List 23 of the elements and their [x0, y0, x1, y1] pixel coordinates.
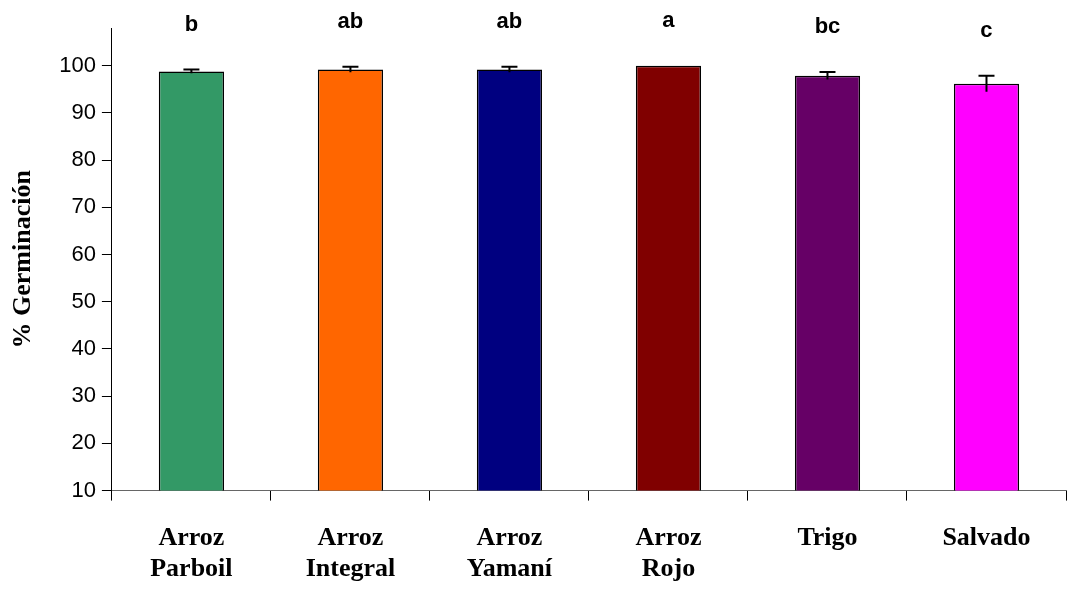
- y-tick-label: 50: [71, 287, 96, 313]
- y-tick-label: 80: [71, 146, 96, 172]
- y-tick-label: 30: [71, 382, 96, 408]
- x-tick-label: Trigo: [797, 521, 858, 551]
- annotation: c: [980, 16, 993, 42]
- y-tick-label: 100: [59, 51, 96, 77]
- x-tick-label: Arroz Yamaní: [466, 521, 553, 583]
- annotation: ab: [337, 7, 364, 33]
- y-tick-label: 10: [71, 476, 96, 502]
- y-tick-label: 90: [71, 99, 96, 125]
- annotation: a: [662, 6, 676, 32]
- y-tick-label: 40: [71, 335, 96, 361]
- x-tick-label: Salvado: [942, 521, 1031, 551]
- y-axis-title: % Germinación: [7, 169, 37, 349]
- annotation: bc: [814, 12, 841, 38]
- y-tick-label: 60: [71, 240, 96, 266]
- x-tick-label: Arroz Rojo: [635, 521, 702, 583]
- y-tick-label: 20: [71, 429, 96, 455]
- x-tick-label: Arroz Integral: [305, 521, 396, 583]
- annotation: ab: [496, 7, 523, 33]
- y-tick-label: 70: [71, 193, 96, 219]
- x-tick-label: Arroz Parboil: [150, 521, 233, 583]
- annotation: b: [184, 10, 199, 36]
